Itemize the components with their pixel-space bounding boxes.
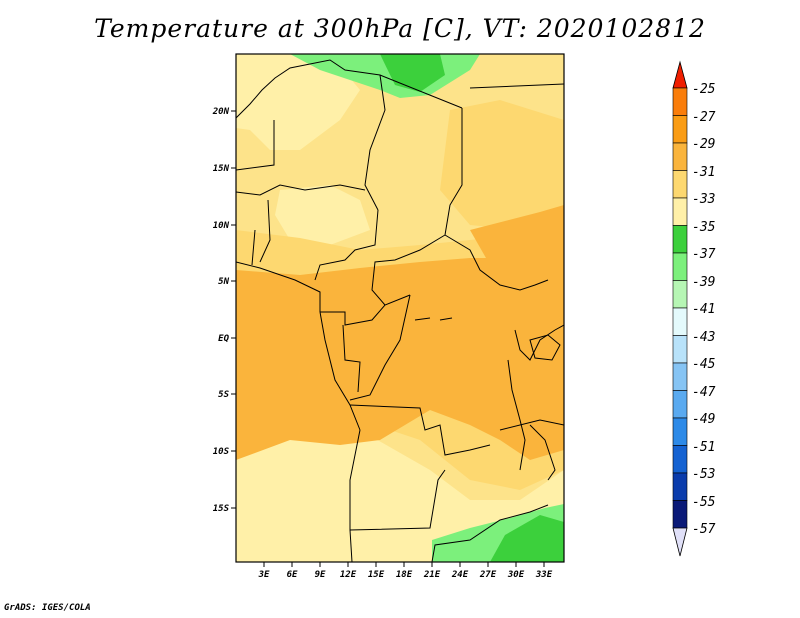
border-benin bbox=[259, 199, 271, 263]
lon-label-30e: 30E bbox=[507, 570, 525, 580]
lon-label-3e: 3E bbox=[258, 570, 270, 580]
legend-box-3 bbox=[672, 170, 688, 199]
legend-label-m43: -43 bbox=[692, 330, 715, 345]
lat-label-15s: 15S bbox=[213, 504, 230, 514]
legend-label-m47: -47 bbox=[692, 385, 716, 400]
map-title: Temperature at 300hPa [C], VT: 202010281… bbox=[94, 14, 706, 43]
border-angola-drc bbox=[349, 404, 491, 456]
lon-label-33e: 33E bbox=[535, 570, 553, 580]
legend-box-8 bbox=[672, 307, 688, 336]
legend-label-m49: -49 bbox=[692, 412, 715, 427]
border-angola-west bbox=[349, 429, 361, 562]
border-niger bbox=[364, 74, 386, 211]
border-uganda bbox=[514, 324, 564, 361]
lon-label-18e: 18E bbox=[396, 570, 413, 580]
border-sudan bbox=[444, 234, 549, 291]
lat-label-5s: 5S bbox=[218, 390, 229, 400]
legend-box-2 bbox=[672, 142, 688, 171]
field-yellow-orange-ne bbox=[440, 100, 564, 230]
legend-box-12 bbox=[672, 417, 688, 446]
legend-box-14 bbox=[672, 472, 688, 501]
lat-label-10n: 10N bbox=[213, 221, 230, 231]
lon-label-15e: 15E bbox=[368, 570, 385, 580]
legend-box-5 bbox=[672, 225, 688, 254]
lat-axis: 20N 15N 10N 5N EQ 5S 10S 15S bbox=[212, 107, 236, 514]
legend-label-m31: -31 bbox=[692, 165, 715, 180]
field-orange-east bbox=[470, 205, 564, 265]
grads-credit: GrADS: IGES/COLA bbox=[4, 603, 91, 613]
border-north-1 bbox=[236, 59, 463, 119]
border-car bbox=[371, 234, 446, 306]
lon-label-12e: 12E bbox=[340, 570, 357, 580]
legend-box-10 bbox=[672, 362, 688, 391]
lon-label-21e: 21E bbox=[423, 570, 441, 580]
lon-axis: 3E 6E 9E 12E 15E 18E 21E 24E 27E 30E 33E bbox=[258, 562, 553, 580]
legend-label-m51: -51 bbox=[692, 440, 715, 455]
legend-labels: -25 -27 -29 -31 -33 -35 -37 -39 -41 -43 … bbox=[692, 82, 716, 537]
legend-label-m29: -29 bbox=[692, 137, 715, 152]
legend-bottom-arrow bbox=[672, 527, 688, 557]
lat-label-eq: EQ bbox=[218, 334, 229, 344]
legend-box-1 bbox=[672, 115, 688, 144]
lake-tanganyika bbox=[507, 359, 526, 471]
legend-label-m27: -27 bbox=[692, 110, 716, 125]
country-borders bbox=[236, 59, 564, 562]
legend-color-boxes bbox=[672, 87, 688, 529]
border-nigeria-north bbox=[236, 184, 366, 196]
lon-label-9e: 9E bbox=[315, 570, 326, 580]
legend-label-m53: -53 bbox=[692, 467, 715, 482]
legend-label-m57: -57 bbox=[692, 522, 716, 537]
legend-box-7 bbox=[672, 280, 688, 309]
lat-label-5n: 5N bbox=[218, 277, 229, 287]
legend-label-m41: -41 bbox=[692, 302, 715, 317]
border-congo-north bbox=[320, 294, 411, 326]
legend-label-m55: -55 bbox=[692, 495, 716, 510]
border-egypt-sudan bbox=[469, 83, 564, 89]
field-orange-core bbox=[236, 258, 564, 460]
lat-label-20n: 20N bbox=[212, 107, 230, 117]
legend-label-m33: -33 bbox=[692, 192, 715, 207]
legend-box-11 bbox=[672, 390, 688, 419]
lon-label-6e: 6E bbox=[287, 570, 298, 580]
lat-label-15n: 15N bbox=[213, 164, 230, 174]
legend-box-13 bbox=[672, 445, 688, 474]
map-frame bbox=[235, 53, 565, 563]
legend-box-9 bbox=[672, 335, 688, 364]
border-togo bbox=[251, 229, 256, 266]
legend-label-m25: -25 bbox=[692, 82, 716, 97]
legend-box-4 bbox=[672, 197, 688, 226]
border-gabon bbox=[342, 324, 361, 393]
color-legend: -25 -27 -29 -31 -33 -35 -37 -39 -41 -43 … bbox=[672, 60, 716, 557]
border-south bbox=[431, 504, 549, 562]
legend-box-6 bbox=[672, 252, 688, 281]
river-detail bbox=[414, 317, 453, 321]
coast-gulf bbox=[236, 261, 321, 312]
legend-label-m35: -35 bbox=[692, 220, 716, 235]
field-pale-north-west bbox=[236, 54, 360, 150]
lon-label-24e: 24E bbox=[451, 570, 469, 580]
legend-top-arrow bbox=[672, 60, 688, 89]
field-pale-central-north bbox=[275, 185, 370, 245]
coast-west bbox=[319, 311, 361, 431]
lake-malawi bbox=[529, 424, 556, 481]
border-cameroon bbox=[314, 209, 379, 281]
border-congo-river bbox=[349, 294, 411, 401]
lat-label-10s: 10S bbox=[213, 447, 230, 457]
border-east-chad bbox=[444, 108, 463, 236]
field-darkgreen-north bbox=[380, 54, 445, 92]
border-mali bbox=[236, 120, 275, 171]
lon-label-27e: 27E bbox=[479, 570, 497, 580]
lake-victoria bbox=[529, 334, 561, 361]
legend-box-15 bbox=[672, 500, 688, 529]
border-tanzania bbox=[499, 419, 564, 431]
temperature-field bbox=[236, 54, 564, 562]
legend-label-m37: -37 bbox=[692, 247, 716, 262]
legend-box-0 bbox=[672, 87, 688, 116]
field-darkgreen-south bbox=[490, 515, 564, 562]
border-namibia bbox=[349, 469, 446, 531]
legend-label-m45: -45 bbox=[692, 357, 716, 372]
legend-label-m39: -39 bbox=[692, 275, 715, 290]
